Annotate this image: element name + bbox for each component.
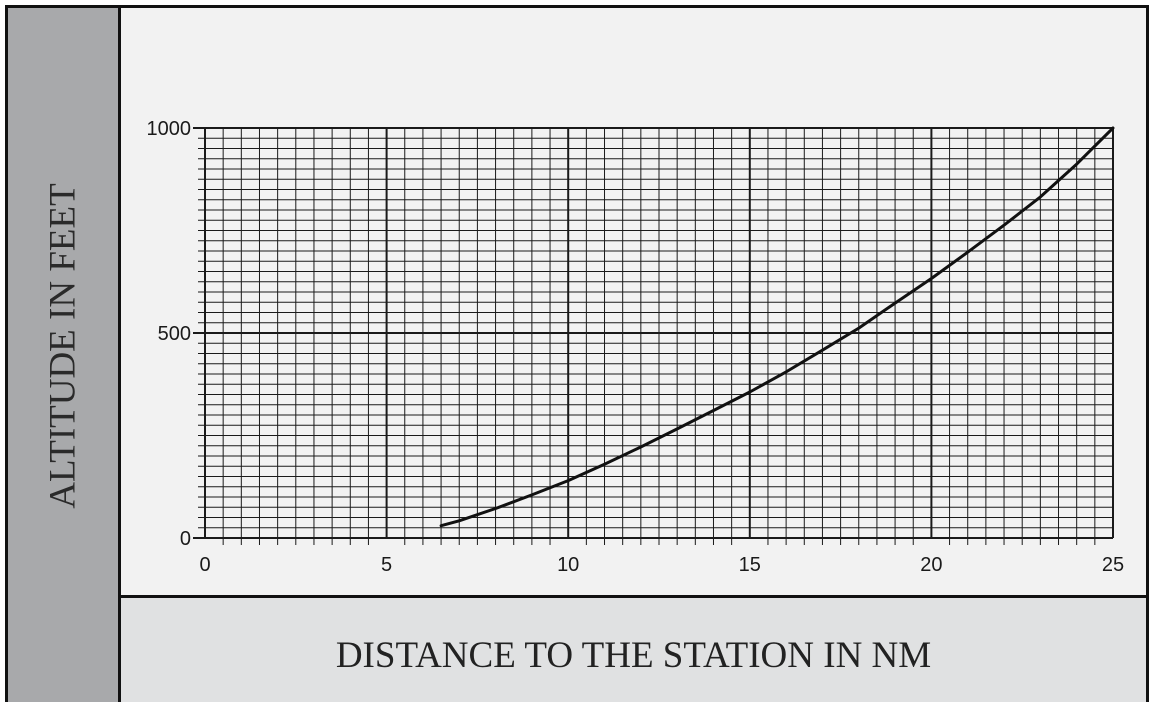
- x-axis-label: DISTANCE TO THE STATION IN NM: [335, 635, 932, 676]
- series-line: [439, 126, 1115, 528]
- y-tick-label: 0: [180, 528, 191, 550]
- y-axis-band: ALTITUDE IN FEET: [8, 8, 121, 702]
- x-tick-label: 5: [381, 554, 392, 576]
- grid: [193, 127, 1114, 545]
- y-tick-label: 500: [158, 323, 191, 345]
- y-tick-label: 1000: [147, 118, 192, 140]
- x-tick-label: 25: [1102, 554, 1124, 576]
- series-layer: [439, 126, 1115, 528]
- axis-ticks: 0 5 10 15 20 25 0 500 1000: [147, 118, 1125, 576]
- x-tick-label: 0: [199, 554, 210, 576]
- x-tick-label: 15: [739, 554, 761, 576]
- x-tick-label: 20: [920, 554, 942, 576]
- x-axis-band: DISTANCE TO THE STATION IN NM: [121, 595, 1146, 702]
- x-tick-label: 10: [557, 554, 579, 576]
